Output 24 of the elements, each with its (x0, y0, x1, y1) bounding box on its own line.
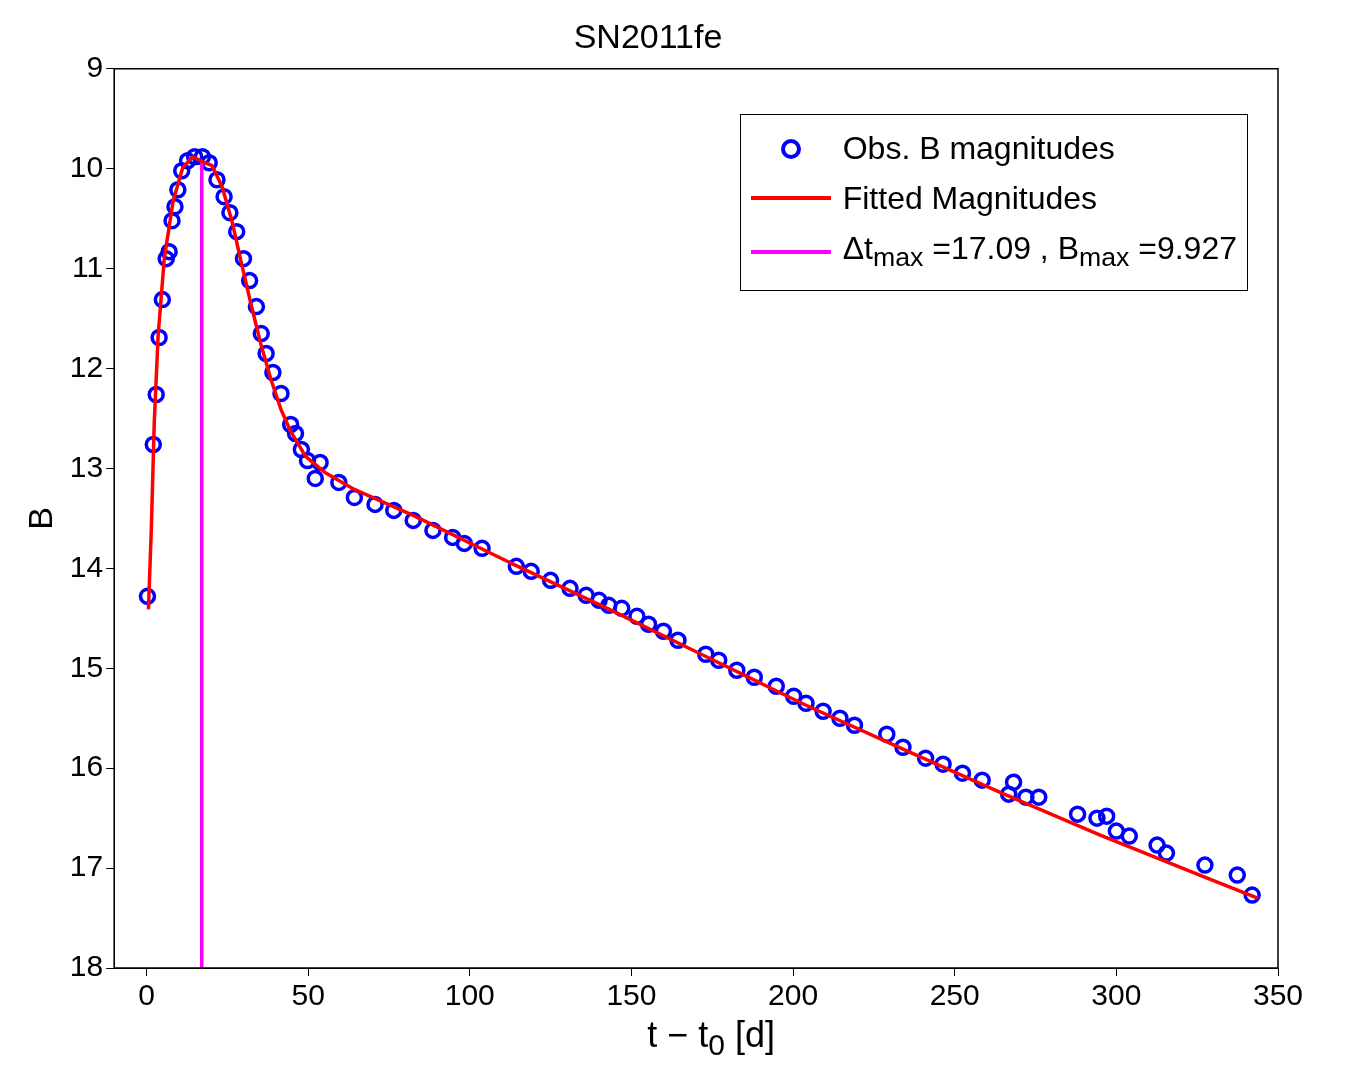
x-tick-label: 350 (1252, 978, 1304, 1012)
legend-label: Obs. B magnitudes (842, 128, 1115, 168)
x-tick-label: 0 (138, 978, 155, 1012)
x-tick-label: 200 (768, 978, 819, 1012)
y-tick-label: 12 (69, 349, 104, 383)
y-tick-label: 18 (69, 949, 104, 983)
y-tick-label: 11 (72, 249, 104, 283)
x-tick-label: 150 (606, 978, 657, 1012)
y-tick-label: 17 (69, 849, 104, 883)
y-tick-label: 14 (69, 549, 104, 583)
chart-title: SN2011fe (573, 16, 723, 55)
y-tick-label: 15 (69, 649, 104, 683)
y-tick-label: 10 (69, 149, 104, 183)
x-tick-label: 250 (929, 978, 980, 1012)
y-tick-label: 16 (69, 749, 104, 783)
legend-label: Fitted Magnitudes (842, 178, 1098, 218)
x-tick-label: 300 (1091, 978, 1142, 1012)
y-tick-label: 13 (69, 449, 104, 483)
x-tick-label: 50 (291, 978, 325, 1012)
x-axis-title: t − t$_{0}$ [d] (646, 1014, 776, 1063)
y-axis-title: B (20, 507, 59, 530)
legend-label: Δt$_{max}$ =17.09 , B$_{max}$ =9.927 (842, 228, 1237, 275)
y-tick-label: 9 (86, 50, 104, 84)
x-tick-label: 100 (444, 978, 495, 1012)
